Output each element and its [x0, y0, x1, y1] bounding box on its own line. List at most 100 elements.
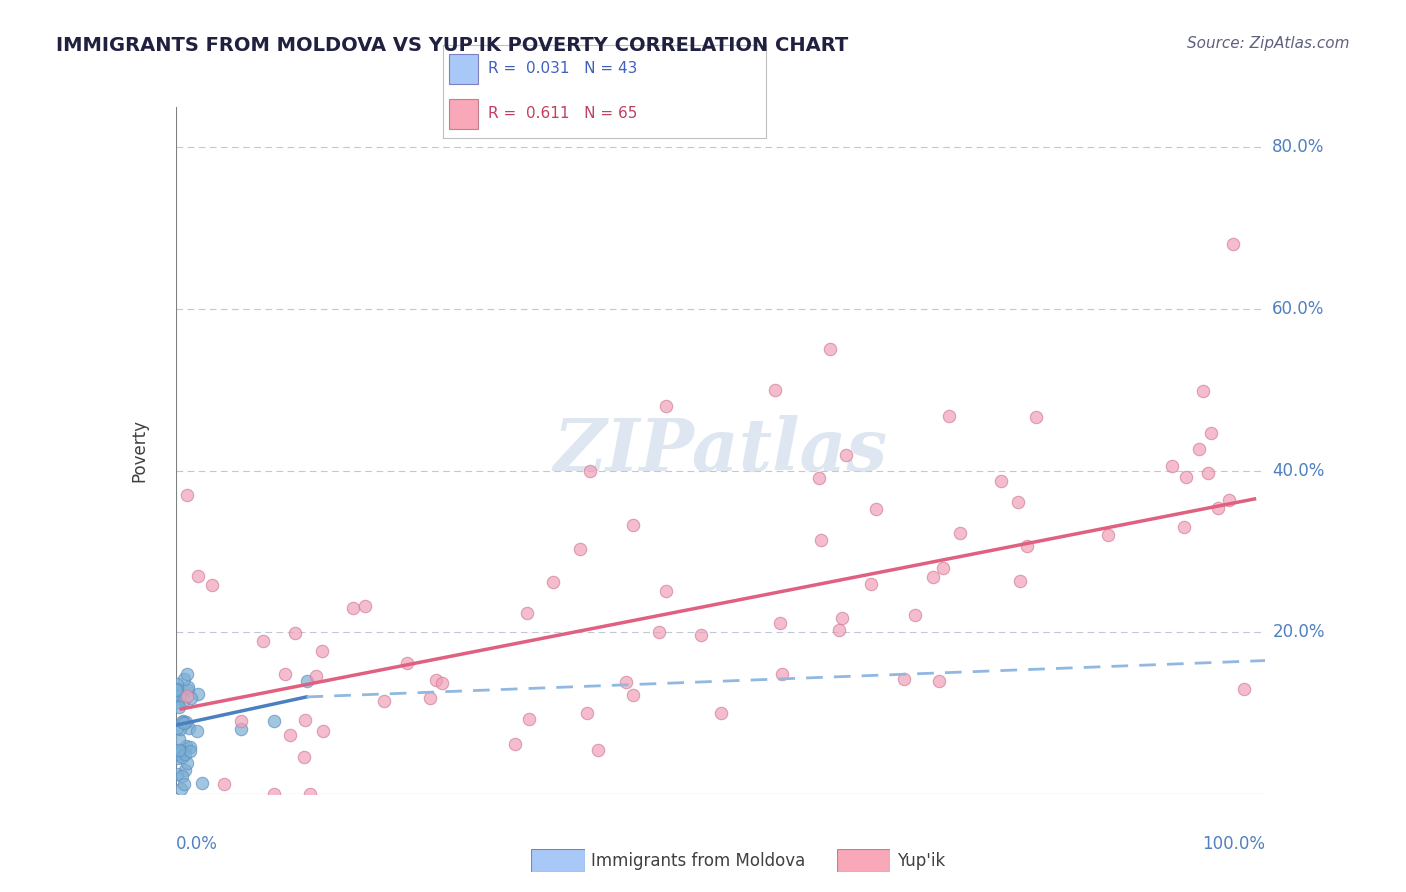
- Point: [180, 690, 202, 705]
- Point: [170, 744, 193, 758]
- Point: [621, 518, 644, 533]
- Point: [177, 680, 200, 694]
- Bar: [450, 99, 478, 129]
- Point: [831, 611, 853, 625]
- Point: [579, 464, 602, 478]
- Point: [294, 714, 316, 728]
- Point: [176, 690, 198, 704]
- Point: [1197, 466, 1219, 480]
- Point: [623, 688, 645, 702]
- Point: [174, 739, 197, 754]
- Point: [1025, 410, 1047, 425]
- Point: [1192, 384, 1215, 398]
- Point: [166, 677, 188, 691]
- Point: [201, 577, 224, 591]
- Point: [172, 714, 194, 729]
- Point: [179, 743, 201, 757]
- Point: [263, 787, 285, 801]
- Point: [170, 782, 193, 797]
- Text: 80.0%: 80.0%: [1272, 138, 1324, 156]
- Text: 20.0%: 20.0%: [1272, 624, 1324, 641]
- Point: [252, 634, 274, 648]
- Point: [177, 721, 200, 735]
- Point: [810, 533, 832, 547]
- Point: [263, 714, 285, 728]
- Point: [922, 569, 945, 583]
- Point: [342, 600, 364, 615]
- Point: [167, 695, 190, 709]
- Point: [274, 667, 297, 681]
- Point: [1017, 539, 1039, 553]
- Point: [931, 561, 953, 575]
- Point: [1173, 519, 1195, 533]
- Point: [893, 673, 915, 687]
- Point: [503, 737, 526, 751]
- Text: R =  0.031   N = 43: R = 0.031 N = 43: [488, 62, 637, 77]
- Point: [865, 502, 887, 516]
- Point: [938, 409, 960, 423]
- Text: R =  0.611   N = 65: R = 0.611 N = 65: [488, 106, 637, 121]
- Text: IMMIGRANTS FROM MOLDOVA VS YUP'IK POVERTY CORRELATION CHART: IMMIGRANTS FROM MOLDOVA VS YUP'IK POVERT…: [56, 36, 848, 54]
- Point: [1174, 470, 1197, 484]
- Point: [1218, 493, 1240, 508]
- Point: [167, 731, 190, 746]
- Point: [710, 706, 733, 720]
- Point: [174, 715, 197, 730]
- Text: ZIPatlas: ZIPatlas: [554, 415, 887, 486]
- Point: [807, 471, 830, 485]
- Point: [173, 716, 195, 731]
- Point: [173, 673, 195, 687]
- Point: [614, 674, 637, 689]
- Point: [312, 723, 335, 738]
- Point: [517, 712, 540, 726]
- Point: [176, 667, 198, 681]
- Point: [176, 756, 198, 771]
- Point: [167, 743, 190, 757]
- Point: [172, 715, 194, 730]
- Point: [860, 577, 883, 591]
- Point: [769, 616, 792, 631]
- Point: [166, 751, 188, 765]
- Point: [166, 682, 188, 697]
- Point: [311, 644, 333, 658]
- Text: 100.0%: 100.0%: [1202, 835, 1265, 853]
- Point: [176, 488, 198, 502]
- Point: [690, 628, 713, 642]
- Point: [174, 747, 197, 761]
- Point: [295, 673, 318, 688]
- Point: [229, 714, 252, 729]
- Point: [1097, 528, 1119, 542]
- Point: [655, 583, 678, 598]
- Point: [818, 343, 841, 357]
- Point: [1160, 459, 1182, 474]
- Point: [284, 625, 307, 640]
- Point: [835, 448, 858, 462]
- Point: [173, 777, 195, 791]
- Point: [1206, 500, 1229, 515]
- Point: [177, 683, 200, 698]
- Text: 60.0%: 60.0%: [1272, 300, 1324, 318]
- Text: Source: ZipAtlas.com: Source: ZipAtlas.com: [1187, 36, 1350, 51]
- Point: [763, 383, 786, 397]
- Point: [354, 599, 377, 614]
- Text: 40.0%: 40.0%: [1272, 462, 1324, 480]
- Point: [299, 787, 322, 801]
- Point: [166, 747, 188, 762]
- Point: [280, 728, 302, 742]
- Point: [1232, 681, 1256, 696]
- Point: [770, 667, 793, 681]
- Point: [655, 399, 678, 413]
- Point: [212, 777, 235, 791]
- Point: [928, 673, 950, 688]
- Point: [179, 740, 201, 755]
- Point: [231, 723, 253, 737]
- Point: [904, 607, 927, 622]
- Point: [166, 721, 188, 735]
- Bar: [450, 54, 478, 84]
- Text: Yup'ik: Yup'ik: [897, 852, 945, 870]
- Point: [568, 542, 591, 557]
- Point: [186, 687, 208, 701]
- Point: [516, 606, 538, 620]
- Point: [186, 568, 209, 582]
- Text: Poverty: Poverty: [131, 419, 149, 482]
